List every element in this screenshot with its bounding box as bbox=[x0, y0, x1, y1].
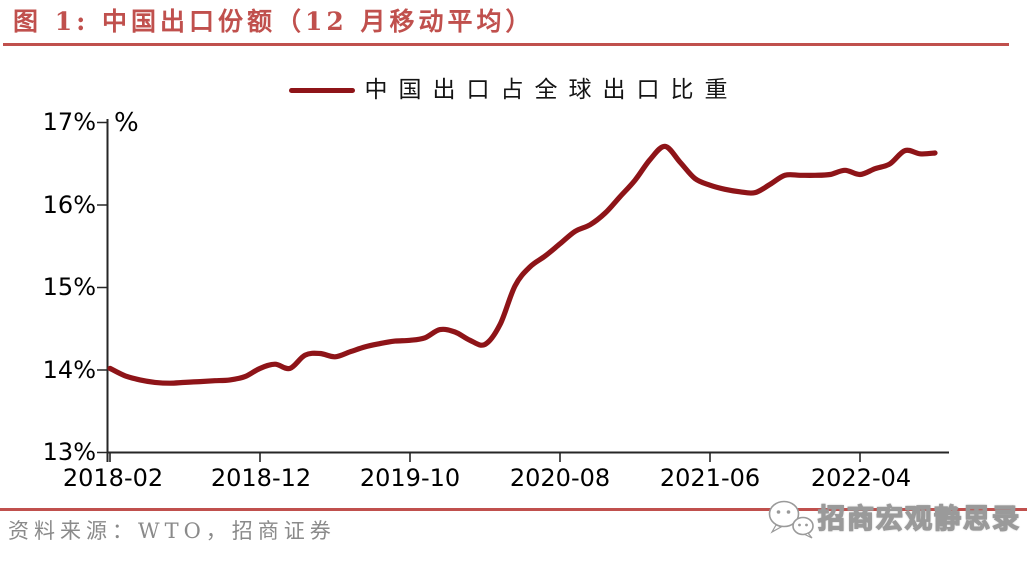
watermark-text: 招商宏观静思录 bbox=[817, 503, 1021, 535]
legend-label: 中国出口占全球出口比重 bbox=[364, 77, 739, 103]
axis-ticks bbox=[97, 121, 861, 462]
source-note: 资料来源：WTO，招商证券 bbox=[8, 519, 336, 543]
title-underline bbox=[3, 43, 1009, 46]
x-tick-label: 2021-06 bbox=[659, 464, 761, 492]
y-tick-label: 13% bbox=[42, 438, 96, 466]
x-tick-label: 2018-02 bbox=[62, 464, 164, 492]
legend: 中国出口占全球出口比重 bbox=[0, 73, 1027, 107]
series-line-china-export-share bbox=[107, 143, 938, 386]
legend-line-swatch bbox=[288, 87, 355, 93]
y-tick-label: 14% bbox=[42, 356, 96, 384]
wechat-icon bbox=[768, 500, 814, 539]
x-tick-label: 2019-10 bbox=[359, 464, 461, 492]
y-axis-unit-label: % bbox=[114, 108, 139, 138]
watermark: 招商宏观静思录 bbox=[767, 499, 1021, 541]
y-tick-label: 15% bbox=[42, 273, 96, 301]
x-tick-label: 2022-04 bbox=[810, 464, 912, 492]
figure-title: 图 1: 中国出口份额（12 月移动平均） bbox=[13, 7, 535, 36]
footer-rule bbox=[0, 508, 1027, 511]
y-tick-label: 17% bbox=[42, 108, 96, 136]
x-tick-label: 2020-08 bbox=[509, 464, 611, 492]
y-tick-label: 16% bbox=[42, 191, 96, 219]
x-tick-label: 2018-12 bbox=[210, 464, 312, 492]
